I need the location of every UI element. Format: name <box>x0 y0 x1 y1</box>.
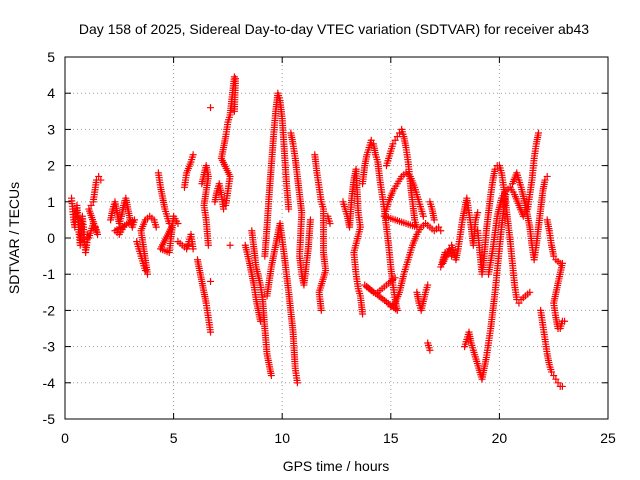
series-a6 <box>174 151 197 253</box>
series-a11 <box>287 129 314 289</box>
data-point <box>474 209 482 217</box>
data-point <box>393 133 401 141</box>
grid-layer <box>65 57 608 419</box>
series-a23 <box>537 216 569 390</box>
data-point <box>189 151 197 159</box>
data-point <box>419 212 427 220</box>
x-tick-label: 0 <box>61 430 69 446</box>
data-point <box>534 129 542 137</box>
series-a21 <box>485 129 542 278</box>
series-a22 <box>508 169 551 264</box>
series-a4 <box>133 212 160 278</box>
data-point <box>550 372 558 380</box>
series-a20 <box>474 162 534 307</box>
chart-title: Day 158 of 2025, Sidereal Day-to-day VTE… <box>79 21 589 37</box>
series-a7 <box>193 104 215 336</box>
data-point <box>430 216 438 224</box>
data-point <box>204 241 212 249</box>
series-a13 <box>339 165 367 318</box>
series-a16 <box>387 220 445 311</box>
data-point <box>285 205 293 213</box>
series-a19 <box>461 191 510 383</box>
data-point <box>515 299 523 307</box>
x-tick-label: 20 <box>492 430 508 446</box>
data-point <box>491 165 499 173</box>
data-point <box>317 306 325 314</box>
data-point <box>174 220 182 228</box>
series-a12 <box>311 151 334 314</box>
data-point <box>426 346 434 354</box>
series-a17 <box>413 198 456 354</box>
data-point <box>526 288 534 296</box>
y-tick-label: 3 <box>47 121 55 137</box>
series-a14 <box>359 136 401 314</box>
data-point <box>552 375 560 383</box>
data-point <box>389 140 397 148</box>
tick-layer: 0 5 10 15 20 25 -5 -4 -3 -2 -1 0 1 2 3 4 5 <box>43 49 616 446</box>
data-point <box>293 379 301 387</box>
data-point <box>367 136 375 144</box>
y-tick-label: 5 <box>47 49 55 65</box>
data-point <box>226 241 234 249</box>
data-point <box>561 317 569 325</box>
x-axis-label: GPS time / hours <box>283 458 390 474</box>
data-point <box>554 379 562 387</box>
series-a18 <box>448 194 482 264</box>
data-point <box>230 107 238 115</box>
data-point <box>207 104 215 112</box>
series-a2 <box>85 172 105 242</box>
y-tick-label: -3 <box>43 339 56 355</box>
plot-frame <box>64 56 609 420</box>
data-point <box>120 223 128 231</box>
data-point <box>97 176 105 184</box>
data-point <box>306 216 314 224</box>
data-point <box>359 310 367 318</box>
data-point <box>541 176 549 184</box>
data-point <box>87 201 95 209</box>
data-point <box>185 241 193 249</box>
data-point <box>85 205 93 213</box>
x-tick-label: 25 <box>600 430 616 446</box>
y-axis-label: SDTVAR / TECUs <box>6 182 22 294</box>
y-tick-label: -2 <box>43 302 56 318</box>
y-tick-label: 2 <box>47 158 55 174</box>
points-layer <box>68 73 569 390</box>
data-point <box>207 277 215 285</box>
data-point <box>391 136 399 144</box>
data-point <box>152 223 160 231</box>
y-tick-label: -1 <box>43 266 56 282</box>
data-point <box>267 372 275 380</box>
data-point <box>424 281 432 289</box>
y-tick-label: -4 <box>43 375 56 391</box>
data-point <box>435 223 443 231</box>
data-point <box>548 368 556 376</box>
data-point <box>189 245 197 253</box>
series-a1 <box>68 194 92 256</box>
series-a3 <box>107 194 139 238</box>
data-point <box>543 172 551 180</box>
data-point <box>550 252 558 260</box>
x-tick-label: 10 <box>274 430 290 446</box>
data-point <box>95 172 103 180</box>
y-tick-label: -5 <box>43 411 56 427</box>
y-tick-label: 0 <box>47 230 55 246</box>
series-a9 <box>241 227 275 380</box>
data-point <box>220 205 228 213</box>
series-a5 <box>154 169 182 256</box>
data-point <box>207 328 215 336</box>
y-tick-label: 1 <box>47 194 55 210</box>
series-a10 <box>261 89 301 387</box>
data-point <box>437 227 445 235</box>
y-tick-label: 4 <box>47 85 55 101</box>
x-tick-label: 15 <box>383 430 399 446</box>
data-point <box>391 274 399 282</box>
series-a15 <box>380 125 427 231</box>
data-point <box>558 382 566 390</box>
data-point <box>326 220 334 228</box>
series-a8 <box>211 73 240 249</box>
x-tick-label: 5 <box>170 430 178 446</box>
